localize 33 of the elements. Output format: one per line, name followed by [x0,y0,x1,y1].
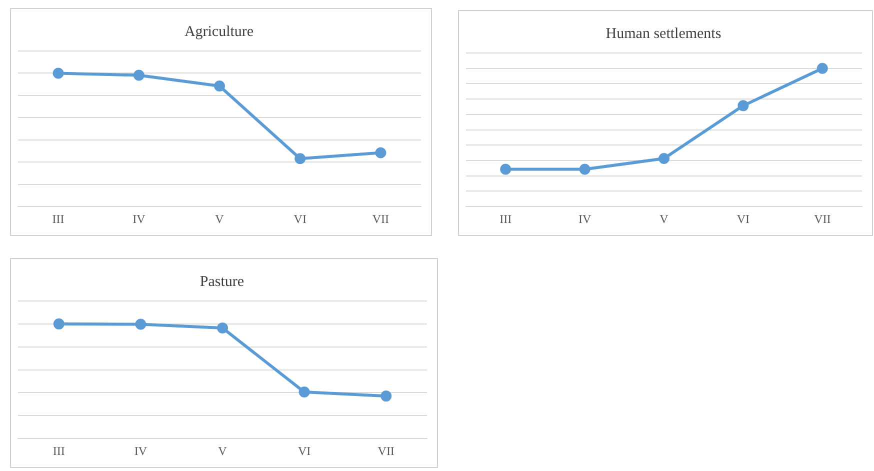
x-tick-label: VII [814,212,831,226]
x-tick-label: IV [134,444,148,458]
chart-title: Human settlements [606,26,722,42]
point [294,153,306,164]
point [52,68,64,79]
x-tick-label: VI [294,212,306,226]
point [133,70,144,81]
x-tick-label: VI [736,212,750,226]
point [135,318,146,330]
point [738,100,749,112]
point [214,80,225,92]
x-tick-label: IV [132,212,146,226]
x-tick-label: III [52,444,65,458]
chart-title: Agriculture [184,24,254,40]
point [53,318,64,330]
point [380,390,392,402]
point [217,322,228,334]
x-tick-label: IV [578,212,592,226]
point [298,386,310,398]
point [816,62,828,74]
x-tick-label: VII [378,444,394,458]
x-tick-label: III [52,212,64,226]
x-tick-label: V [218,444,228,458]
x-tick-label: V [215,212,224,226]
point [500,164,512,175]
x-tick-label: VI [298,444,311,458]
chart-title: Pasture [200,274,244,290]
x-tick-label: III [500,212,512,226]
point [375,147,386,158]
point [658,152,670,164]
point [579,164,590,175]
x-tick-label: V [660,212,669,226]
x-tick-label: VII [372,212,390,226]
